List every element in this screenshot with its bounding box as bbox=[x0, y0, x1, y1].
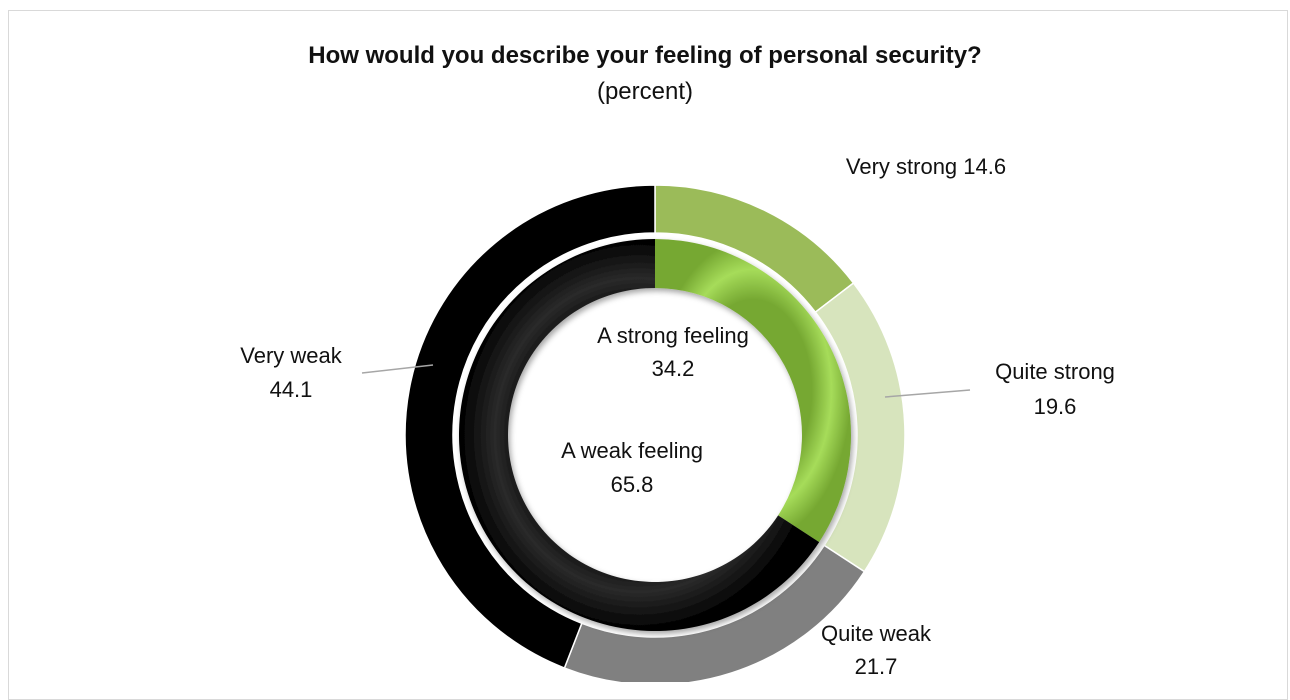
data-value-quite-strong: 19.6 bbox=[1034, 394, 1077, 419]
data-value-quite-weak: 21.7 bbox=[855, 654, 898, 679]
data-label-quite-strong: Quite strong bbox=[995, 359, 1115, 384]
donut-chart: Very strong 14.6 Quite strong 19.6 Quite we… bbox=[240, 154, 1115, 682]
data-label-very-strong: Very strong 14.6 bbox=[846, 154, 1006, 179]
data-label-quite-weak: Quite weak bbox=[821, 621, 932, 646]
inner-slice-a-strong-feeling bbox=[655, 239, 851, 543]
chart-title: How would you describe your feeling of p… bbox=[308, 42, 982, 69]
leader-line-very-weak bbox=[361, 364, 434, 374]
data-label-very-weak: Very weak bbox=[240, 343, 342, 368]
data-value-very-weak: 44.1 bbox=[270, 377, 313, 402]
data-label-a-weak-feeling: A weak feeling bbox=[561, 438, 703, 463]
chart-subtitle: (percent) bbox=[596, 78, 694, 105]
leader-line-quite-strong bbox=[884, 389, 971, 398]
data-label-a-strong-feeling: A strong feeling bbox=[597, 323, 749, 348]
outer-slice-very-weak bbox=[404, 184, 656, 669]
data-value-a-strong-feeling: 34.2 bbox=[652, 356, 695, 381]
data-value-a-weak-feeling: 65.8 bbox=[611, 472, 654, 497]
